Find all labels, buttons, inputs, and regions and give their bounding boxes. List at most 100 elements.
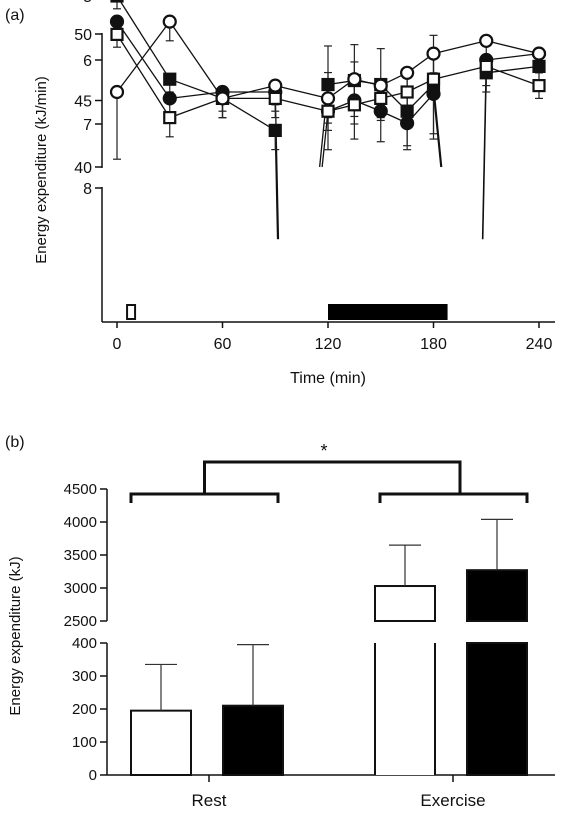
series-line <box>275 84 329 100</box>
y-tick-label: 3000 <box>64 580 97 597</box>
series-line <box>486 40 540 55</box>
bar <box>222 704 284 777</box>
significance-asterisk: * <box>320 441 327 461</box>
data-point <box>532 78 546 93</box>
data-point <box>163 110 177 125</box>
data-point <box>268 91 282 106</box>
x-tick-label: 180 <box>420 336 447 353</box>
y-tick-label: 100 <box>72 734 97 751</box>
panel-b-y-ticks-lower: 0 100 200 300 400 <box>72 635 107 784</box>
panel-a-x-axis-label: Time (min) <box>290 370 366 387</box>
panel-a-y-ticks-upper: 40 45 50 <box>74 27 102 177</box>
data-point <box>110 27 124 41</box>
data-point <box>110 0 124 3</box>
y-tick-label: 4000 <box>64 514 97 531</box>
y-tick-label: 50 <box>74 27 92 44</box>
data-point <box>320 91 336 106</box>
series-line <box>169 78 223 100</box>
panel-b-y-ticks-upper: 2500 3000 3500 4000 4500 <box>64 481 107 630</box>
y-tick-label: 300 <box>72 668 97 685</box>
series-line <box>169 91 223 100</box>
bar-lower-segment <box>466 642 528 776</box>
panel-b-chart: (b) 2500 3000 3500 4000 4500 0 100 200 300 400 E… <box>5 434 555 810</box>
data-point <box>479 33 494 48</box>
rest-group-bracket <box>129 492 280 503</box>
exercise-group-bracket <box>378 492 529 503</box>
panel-b-label: (b) <box>5 434 25 451</box>
y-tick-label: 45 <box>74 94 92 111</box>
panel-b-y-axis-label: Energy expenditure (kJ) <box>7 556 24 715</box>
y-tick-label: 6 <box>83 53 92 70</box>
data-point <box>347 72 362 87</box>
data-point <box>400 116 415 131</box>
series-line <box>432 93 442 168</box>
series-line <box>116 21 171 99</box>
data-point <box>426 46 441 61</box>
data-point <box>374 91 388 106</box>
x-tick-label: 240 <box>526 336 553 353</box>
y-tick-label: 8 <box>83 181 92 198</box>
x-tick-label: 0 <box>113 336 122 353</box>
y-tick-label: 200 <box>72 701 97 718</box>
data-point <box>531 46 547 61</box>
series-line <box>481 59 487 240</box>
data-point <box>268 78 283 93</box>
data-point <box>109 84 125 100</box>
y-tick-label: 5 <box>83 0 92 6</box>
panel-a-markers <box>109 0 547 138</box>
data-point <box>163 72 177 86</box>
meal-marker <box>126 304 137 320</box>
data-point <box>347 98 361 112</box>
series-line <box>222 97 276 131</box>
data-point <box>400 104 414 118</box>
panel-b-bars <box>130 518 528 777</box>
series-line <box>222 84 276 100</box>
data-point <box>479 59 493 74</box>
data-point <box>162 14 177 29</box>
y-tick-label: 3500 <box>64 547 97 564</box>
x-tick-label: 60 <box>214 336 232 353</box>
series-line <box>118 0 171 80</box>
bar-upper-segment <box>374 585 436 623</box>
bar-upper-segment <box>466 569 528 622</box>
data-point <box>532 59 546 74</box>
panel-a-x-ticks: 0 60 120 180 240 <box>113 322 553 353</box>
data-point <box>426 72 441 86</box>
panel-b-category-labels: Rest Exercise <box>192 775 486 810</box>
panel-b-significance-brackets: * <box>129 441 529 503</box>
data-point <box>268 123 282 138</box>
category-label: Exercise <box>420 791 485 810</box>
exercise-period-bar <box>328 304 448 320</box>
bar-lower-segment <box>375 643 435 775</box>
data-point <box>215 91 230 106</box>
data-point <box>321 77 335 92</box>
y-tick-label: 7 <box>83 117 92 134</box>
data-point <box>373 104 388 119</box>
series-line <box>486 65 540 87</box>
series-line <box>116 34 171 118</box>
series-line <box>169 97 223 119</box>
data-point <box>400 85 414 99</box>
data-point <box>109 14 125 29</box>
series-line <box>116 21 171 93</box>
panel-a-label: (a) <box>5 7 25 24</box>
series-line <box>275 97 329 112</box>
data-point <box>400 65 415 80</box>
x-tick-label: 120 <box>315 336 342 353</box>
series-line <box>486 52 540 61</box>
series-line <box>321 111 329 168</box>
data-point <box>321 104 335 118</box>
series-line <box>433 40 487 55</box>
comparison-bracket <box>203 460 462 494</box>
panel-a-y-axis-label: Energy expenditure (kJ/min) <box>33 76 50 264</box>
category-label: Rest <box>192 791 227 810</box>
y-tick-label: 400 <box>72 635 97 652</box>
y-tick-label: 4500 <box>64 481 97 498</box>
y-tick-label: 0 <box>89 767 97 784</box>
data-point <box>373 78 388 93</box>
series-line <box>486 65 540 74</box>
series-line <box>433 65 487 80</box>
y-tick-label: 2500 <box>64 613 97 630</box>
